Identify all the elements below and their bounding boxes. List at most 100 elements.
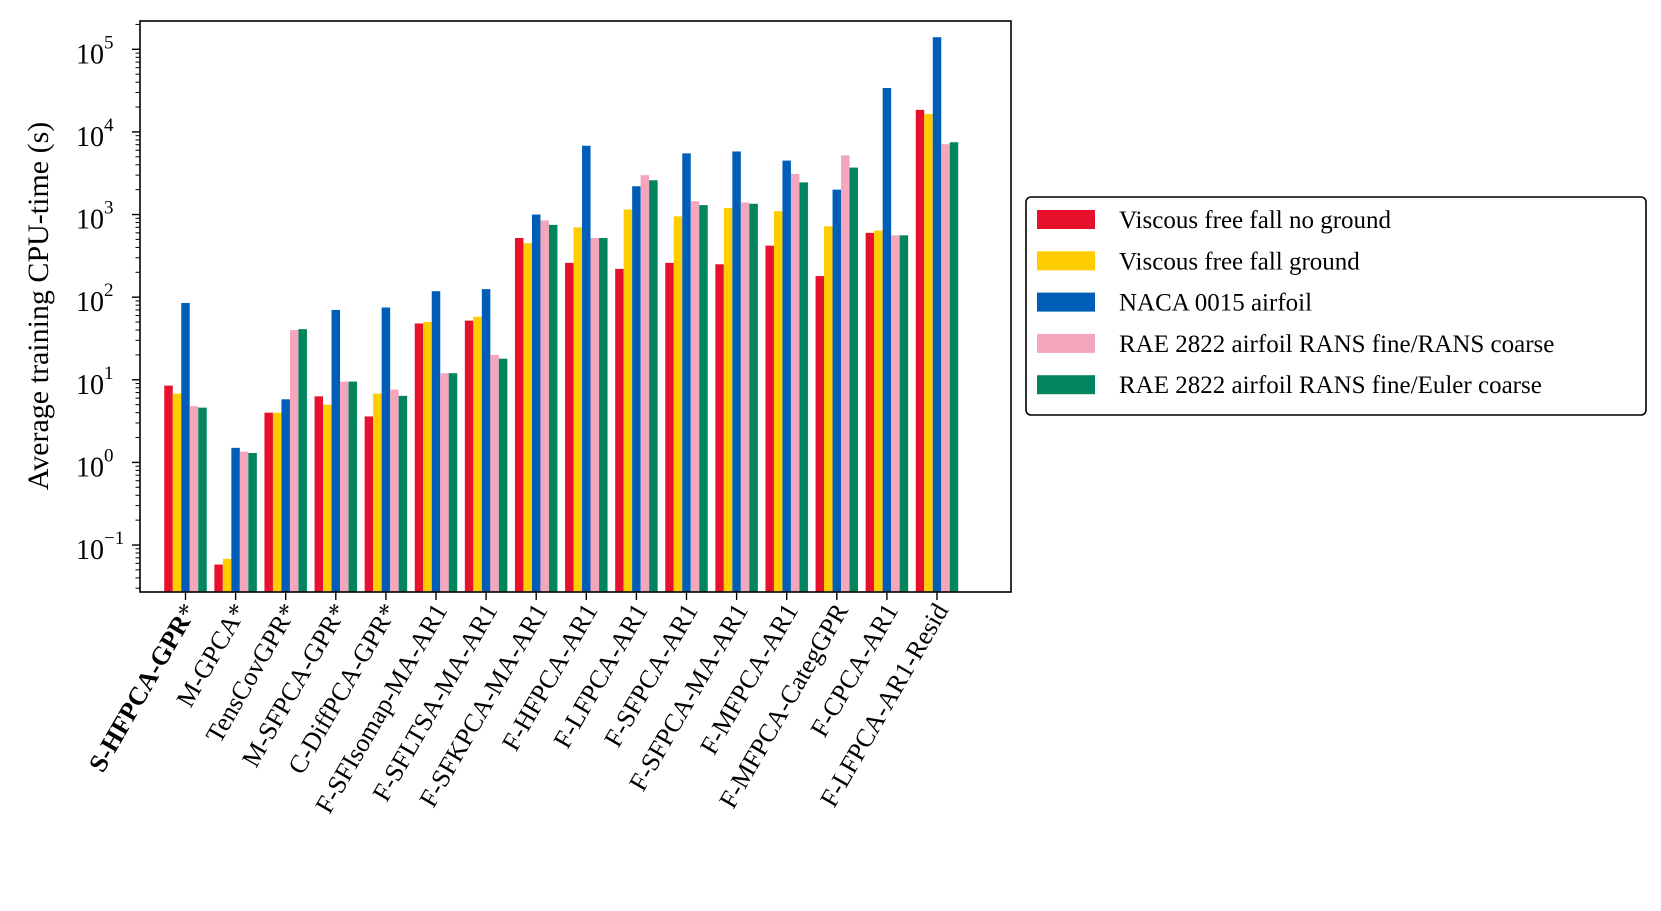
bar-1-c-diffpca-gpr	[364, 416, 374, 592]
bar-1-f-hfpca-ar1	[565, 262, 574, 592]
bar-2-f-sfltsa-ma-ar1	[473, 316, 482, 592]
y-axis-label: Average training CPU-time (s)	[22, 122, 55, 491]
bar-4-f-hfpca-ar1	[590, 238, 600, 592]
bar-2-f-sfisomap-ma-ar1	[423, 322, 432, 592]
bar-3-f-sfpca-ma-ar1	[732, 151, 741, 592]
legend-box	[1025, 196, 1647, 416]
legend-swatch	[1037, 333, 1095, 353]
y-tick-label: 105	[76, 32, 114, 70]
bar-4-f-mfpca-ar1	[790, 173, 800, 592]
bar-1-f-lfpca-ar1-resid	[915, 109, 925, 592]
bar-1-f-sfpca-ma-ar1	[715, 264, 724, 592]
bar-2-s-hfpca-gpr	[172, 393, 182, 592]
bar-4-f-lfpca-ar1-resid	[941, 144, 950, 592]
bar-3-f-sfpca-ar1	[682, 153, 691, 593]
bar-1-s-hfpca-gpr	[164, 385, 173, 592]
bar-5-m-gpca	[248, 452, 257, 592]
y-tick-label: 103	[76, 198, 114, 236]
y-tick-exponent: 2	[104, 280, 114, 301]
y-tick-base: 10	[76, 205, 104, 236]
bar-4-tenscovgpr	[289, 330, 299, 592]
bar-1-f-mfpca-ar1	[765, 245, 774, 592]
bars-group	[164, 37, 959, 593]
bar-5-f-cpca-ar1	[899, 235, 909, 592]
bar-4-f-mfpca-categgpr	[841, 155, 850, 592]
bar-1-f-sfkpca-ma-ar1	[514, 238, 524, 592]
y-tick-exponent: 3	[104, 198, 114, 219]
bar-2-f-sfkpca-ma-ar1	[523, 243, 532, 592]
bar-4-f-lfpca-ar1	[640, 175, 650, 593]
bar-3-f-sfltsa-ma-ar1	[481, 289, 491, 592]
bar-3-c-diffpca-gpr	[381, 307, 391, 592]
bar-2-tenscovgpr	[272, 412, 282, 592]
plot-frame	[139, 20, 1012, 593]
bar-5-f-lfpca-ar1-resid	[949, 142, 959, 593]
bar-3-f-cpca-ar1	[882, 88, 892, 592]
bar-1-f-lfpca-ar1	[615, 268, 624, 592]
bar-4-m-gpca	[239, 451, 249, 592]
bar-4-f-sfpca-ma-ar1	[740, 202, 750, 592]
bar-2-m-gpca	[222, 558, 232, 592]
bar-2-f-sfpca-ar1	[673, 216, 683, 592]
y-tick-base: 10	[76, 287, 104, 318]
y-tick-label: 104	[76, 115, 114, 153]
legend-label: RAE 2822 airfoil RANS fine/Euler coarse	[1119, 372, 1542, 399]
legend-swatch	[1037, 292, 1095, 312]
bar-5-tenscovgpr	[298, 329, 307, 592]
y-tick-base: 10	[76, 370, 104, 401]
bar-5-s-hfpca-gpr	[198, 407, 207, 592]
bar-4-f-sfpca-ar1	[690, 201, 700, 592]
bar-1-f-sfltsa-ma-ar1	[464, 320, 474, 592]
bar-5-f-mfpca-ar1	[799, 182, 808, 592]
bar-4-m-sfpca-gpr	[340, 381, 349, 592]
bar-5-m-sfpca-gpr	[348, 381, 358, 592]
bar-3-f-mfpca-ar1	[782, 160, 791, 592]
y-tick-exponent: −1	[104, 528, 124, 549]
legend-label: Viscous free fall ground	[1119, 248, 1360, 275]
bar-2-c-diffpca-gpr	[373, 393, 382, 592]
bar-5-f-lfpca-ar1	[649, 180, 658, 592]
bar-1-f-sfpca-ar1	[665, 262, 674, 592]
bar-4-f-sfkpca-ma-ar1	[540, 220, 549, 592]
legend-swatch	[1037, 375, 1095, 395]
bar-2-f-mfpca-categgpr	[824, 226, 833, 592]
bar-3-f-sfisomap-ma-ar1	[431, 291, 441, 592]
bar-3-f-mfpca-categgpr	[832, 189, 842, 592]
y-tick-exponent: 1	[104, 363, 114, 384]
y-tick-base: 10	[76, 452, 104, 483]
x-ticks: S-HFPCA-GPR*M-GPCA*TensCovGPR*M-SFPCA-GP…	[83, 592, 954, 818]
legend: Viscous free fall no ground Viscous free …	[1025, 196, 1647, 416]
bar-3-tenscovgpr	[281, 399, 290, 592]
bar-3-m-gpca	[231, 447, 240, 592]
y-tick-exponent: 5	[104, 32, 114, 53]
y-tick-exponent: 0	[104, 445, 114, 466]
y-tick-label: 10−1	[76, 528, 124, 566]
bar-4-f-cpca-ar1	[891, 235, 900, 592]
legend-swatch	[1037, 210, 1095, 229]
bar-5-f-mfpca-categgpr	[849, 167, 859, 592]
bar-1-m-sfpca-gpr	[314, 396, 324, 592]
bar-1-f-sfisomap-ma-ar1	[414, 323, 424, 592]
legend-items: Viscous free fall no ground Viscous free …	[1037, 207, 1554, 399]
legend-label: Viscous free fall no ground	[1119, 207, 1392, 234]
bar-2-f-cpca-ar1	[874, 230, 883, 593]
y-tick-label: 102	[76, 280, 114, 318]
bar-3-f-lfpca-ar1-resid	[932, 37, 942, 593]
bar-3-s-hfpca-gpr	[181, 302, 190, 592]
y-tick-base: 10	[76, 122, 104, 153]
y-tick-base: 10	[76, 39, 104, 70]
y-tick-label: 100	[76, 445, 114, 483]
bar-3-f-sfkpca-ma-ar1	[531, 214, 541, 592]
y-tick-base: 10	[76, 535, 104, 566]
bar-5-f-hfpca-ar1	[599, 238, 608, 592]
bar-2-f-hfpca-ar1	[573, 227, 583, 592]
y-tick-label: 101	[76, 363, 114, 401]
bar-2-f-lfpca-ar1-resid	[924, 113, 933, 592]
bar-4-f-sfisomap-ma-ar1	[440, 373, 449, 592]
bar-5-f-sfisomap-ma-ar1	[448, 373, 458, 592]
bar-2-f-mfpca-ar1	[773, 211, 783, 593]
bar-1-f-mfpca-categgpr	[815, 276, 825, 592]
bar-5-f-sfpca-ar1	[699, 205, 708, 592]
